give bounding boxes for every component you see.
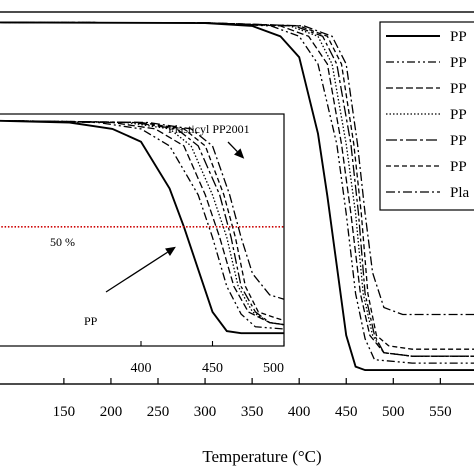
- main-x-tick-label-400: 400: [288, 404, 311, 420]
- inset-series-line-7: [0, 119, 285, 300]
- legend: PP PP PP PP PP PP Pla: [379, 21, 474, 211]
- legend-label-2: PP: [450, 55, 467, 71]
- inset-x-tick-label-450: 450: [202, 361, 223, 376]
- inset-series-line-6: [0, 119, 285, 322]
- inset-arrow-plasticyl: [227, 141, 238, 152]
- inset-x-tick-label-400: 400: [131, 361, 152, 376]
- inset-arrow-pp: [105, 251, 168, 293]
- inset-x-ticks: 400 450 500: [131, 341, 285, 376]
- inset-arrowhead-pp: [165, 246, 176, 257]
- inset-background: [0, 114, 284, 346]
- main-x-ticks: 150 200 250 300 350 400 450 500 550: [53, 378, 452, 420]
- inset-series-line-3: [0, 119, 285, 326]
- inset-annotation-pp: PP: [84, 314, 98, 328]
- legend-label-6: PP: [450, 159, 467, 175]
- main-curves: [0, 21, 474, 372]
- inset-x-tick-label-500: 500: [263, 361, 284, 376]
- main-series-line-2: [0, 21, 474, 364]
- main-series-line-1: [0, 21, 474, 372]
- main-x-tick-label-150: 150: [53, 404, 76, 420]
- main-x-tick-label-450: 450: [335, 404, 358, 420]
- main-x-tick-label-250: 250: [147, 404, 170, 420]
- legend-label-7: Pla: [450, 185, 470, 201]
- inset-frame: [0, 113, 285, 347]
- legend-label-3: PP: [450, 81, 467, 97]
- legend-label-1: PP: [450, 29, 467, 45]
- x-axis-label: Temperature (°C): [202, 447, 321, 466]
- main-plot-frame: [0, 11, 474, 385]
- main-series-line-7: [0, 21, 474, 316]
- main-x-tick-label-300: 300: [194, 404, 217, 420]
- inset-reference-label: 50 %: [50, 235, 75, 249]
- inset-series-line-2: [0, 119, 285, 330]
- inset-plot: 50 % 400 450 500 Plasticyl PP2001 PP: [0, 113, 285, 376]
- legend-label-4: PP: [450, 107, 467, 123]
- main-x-tick-label-550: 550: [429, 404, 452, 420]
- main-x-tick-label-200: 200: [100, 404, 123, 420]
- inset-arrowhead-plasticyl: [234, 148, 245, 159]
- main-x-tick-label-500: 500: [382, 404, 405, 420]
- inset-series-line-5: [0, 119, 285, 326]
- legend-label-5: PP: [450, 133, 467, 149]
- main-series-line-3: [0, 21, 474, 357]
- inset-annotation-plasticyl: Plasticyl PP2001: [168, 122, 250, 136]
- main-series-line-6: [0, 21, 474, 350]
- main-x-tick-label-350: 350: [241, 404, 264, 420]
- legend-box: [379, 21, 474, 211]
